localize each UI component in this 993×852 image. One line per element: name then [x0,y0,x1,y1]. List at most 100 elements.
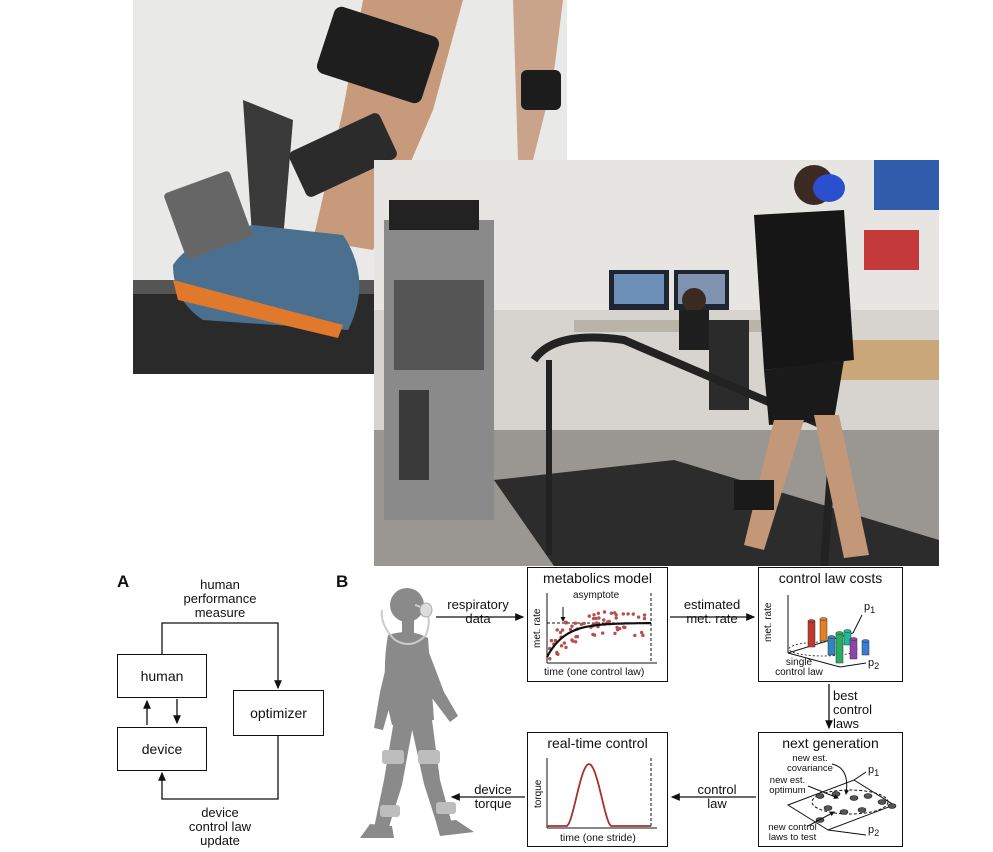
new-est-covariance-label: new est. covariance [780,754,840,774]
scatter-point [562,641,567,645]
scatter-point [631,612,635,616]
p-letter: p [868,764,875,776]
single-control-law-label: single control law [764,658,834,678]
label-line: optimum [769,785,806,796]
label-line: human [200,577,240,592]
label-line: device [474,782,512,797]
walking-person-silhouette [360,588,474,838]
lab-treadmill-photo [374,160,939,566]
p-letter: p [868,657,875,669]
scatter-point [579,622,584,626]
respiratory-data-label: respiratory data [438,598,518,626]
fitted-curve [546,622,651,658]
label-line: estimated [683,597,741,612]
device-box: device [117,727,207,771]
label-line: law [707,796,727,811]
scatter-point [595,621,599,625]
scatter-point [548,657,552,661]
scatter-point [556,652,560,656]
scatter-point [574,640,578,644]
costs-p2-label: p2 [868,657,879,671]
scatter-point [570,638,574,642]
scatter-point [626,612,630,616]
panel-a-letter: A [117,572,130,591]
cost-bar-top [819,617,828,621]
label-line: control [833,702,873,717]
cost-bar [849,638,858,660]
scatter-point [642,616,647,621]
human-box: human [117,654,207,698]
scatter-point [559,644,564,648]
next-generation-box: next generation [758,732,903,847]
scatter-point [618,627,622,631]
scatter-point [602,618,606,622]
cost-bar [807,620,816,648]
scatter-point [622,625,626,629]
label-line: laws [833,716,860,731]
panel-b-letter: B [336,572,349,591]
label-line: new est. [769,775,806,786]
scatter-point [613,631,617,636]
torque-plot [546,758,657,829]
scatter-point [602,610,607,614]
scatter-point [614,616,618,620]
next-generation-plot [786,763,897,836]
cost-bar [861,640,870,656]
control-law-costs-box: control law costs [758,567,903,682]
scatter-point [573,621,578,625]
real-time-control-title: real-time control [547,735,648,751]
cost-bar-top [843,629,852,633]
label-line: device [201,805,239,820]
scatter-point [601,631,605,635]
cost-bar-top [861,639,870,643]
label-line: respiratory [447,597,509,612]
scatter-point [614,613,618,617]
cost-bar [827,636,836,656]
scatter-point [555,628,559,632]
new-control-laws-to-test-label: new control laws to test [760,823,825,843]
nextgen-p1-label: p1 [868,764,879,778]
scatter-point [592,633,597,637]
time-one-control-law-label: time (one control law) [544,666,645,678]
torque-curve [547,762,651,827]
scatter-points [548,610,647,661]
scatter-point [609,611,614,615]
next-generation-title: next generation [782,735,879,751]
label-line: new control [768,822,817,833]
scatter-point [597,616,601,620]
scatter-point [587,614,591,618]
label-line: performance [183,591,257,606]
metabolics-model-title: metabolics model [543,570,652,586]
scatter-point [558,630,563,635]
label-line: new est. [792,753,828,764]
p-letter: p [864,601,871,613]
scatter-point [640,630,644,635]
cost-bar [819,618,828,642]
scatter-point [592,613,596,617]
scatter-point [549,638,554,643]
scatter-point [560,628,565,632]
label-line: torque [474,796,512,811]
label-line: met. rate [686,611,738,626]
estimated-met-rate-label: estimated met. rate [672,598,752,626]
scatter-point [642,613,647,617]
scatter-point [621,612,625,616]
label-line: single [785,657,813,668]
scatter-point [570,624,574,628]
control-law-label: control law [682,783,752,811]
costs-met-rate-axis-label: met. rate [763,602,774,642]
label-line: covariance [787,763,833,774]
cost-bar-top [849,637,858,641]
met-rate-axis-label: met. rate [532,608,543,648]
label-line: update [200,833,240,848]
p-subscript: 2 [874,661,880,672]
optimizer-box: optimizer [233,690,324,736]
scatter-point [553,638,558,643]
scatter-point [591,616,596,621]
p-subscript: 1 [874,768,880,779]
best-control-laws-label: best control laws [833,689,872,731]
scatter-point [633,633,637,638]
scatter-point [574,635,578,639]
scatter-point [636,615,641,619]
label-line: control [697,782,737,797]
